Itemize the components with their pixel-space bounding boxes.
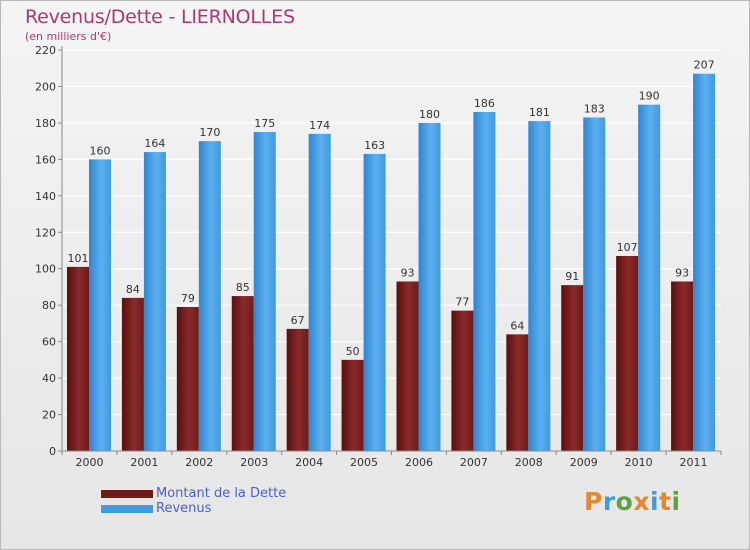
- x-tick-label: 2001: [130, 456, 158, 469]
- logo-letter: i: [650, 487, 660, 516]
- bar-dette: [286, 328, 309, 451]
- data-label-dette: 93: [675, 266, 689, 279]
- data-label-dette: 67: [291, 314, 305, 327]
- data-label-revenus: 207: [694, 59, 715, 72]
- bar-dette: [671, 281, 694, 451]
- bar-dette: [341, 359, 364, 451]
- data-label-revenus: 190: [639, 90, 660, 103]
- data-label-dette: 50: [346, 345, 360, 358]
- x-tick-label: 2011: [680, 456, 708, 469]
- logo-letter: o: [615, 487, 634, 516]
- x-tick-label: 2009: [570, 456, 598, 469]
- data-label-dette: 64: [510, 319, 524, 332]
- data-label-dette: 101: [68, 252, 89, 265]
- bar-revenus: [198, 141, 221, 452]
- data-label-dette: 79: [181, 292, 195, 305]
- data-label-revenus: 160: [90, 144, 111, 157]
- bar-revenus: [473, 111, 496, 452]
- bar-dette: [176, 307, 199, 451]
- data-label-dette: 107: [617, 241, 638, 254]
- y-tick-label: 100: [35, 263, 56, 276]
- data-label-revenus: 164: [144, 137, 165, 150]
- y-tick-label: 180: [35, 117, 56, 130]
- bar-revenus: [528, 121, 551, 451]
- chart-subtitle: (en milliers d'€): [25, 30, 112, 43]
- y-tick-label: 0: [49, 445, 56, 458]
- logo-letter: i: [671, 487, 681, 516]
- bar-revenus: [308, 133, 331, 451]
- data-label-revenus: 174: [309, 119, 330, 132]
- data-label-dette: 91: [565, 270, 579, 283]
- bar-revenus: [89, 159, 111, 451]
- data-label-dette: 77: [455, 296, 469, 309]
- y-tick-label: 140: [35, 190, 56, 203]
- bar-revenus: [143, 152, 166, 451]
- x-tick-label: 2008: [515, 456, 543, 469]
- x-tick-label: 2002: [185, 456, 213, 469]
- chart-title: Revenus/Dette - LIERNOLLES: [25, 6, 295, 28]
- x-tick-label: 2000: [75, 456, 103, 469]
- bar-revenus: [583, 117, 606, 451]
- bar-dette: [396, 281, 419, 451]
- x-tick-label: 2010: [625, 456, 653, 469]
- x-tick-label: 2007: [460, 456, 488, 469]
- y-tick-label: 120: [35, 226, 56, 239]
- data-label-revenus: 170: [199, 126, 220, 139]
- y-tick-label: 220: [35, 44, 56, 57]
- data-label-revenus: 183: [584, 102, 605, 115]
- bar-revenus: [253, 132, 276, 452]
- y-tick-label: 160: [35, 153, 56, 166]
- bar-dette: [616, 255, 639, 451]
- x-tick-label: 2005: [350, 456, 378, 469]
- bar-dette: [67, 266, 89, 451]
- data-label-revenus: 180: [419, 108, 440, 121]
- x-tick-label: 2006: [405, 456, 433, 469]
- y-tick-label: 40: [42, 372, 56, 385]
- bar-dette: [121, 297, 144, 451]
- proxiti-logo: Proxiti: [584, 487, 681, 516]
- data-label-dette: 85: [236, 281, 250, 294]
- y-tick-label: 60: [42, 336, 56, 349]
- y-tick-label: 20: [42, 409, 56, 422]
- data-label-dette: 84: [126, 283, 140, 296]
- bar-dette: [231, 296, 254, 451]
- data-label-revenus: 181: [529, 106, 550, 119]
- bar-revenus: [693, 73, 716, 451]
- bar-dette: [506, 334, 529, 451]
- logo-letter: t: [659, 487, 672, 516]
- x-tick-label: 2003: [240, 456, 268, 469]
- y-tick-label: 200: [35, 80, 56, 93]
- bar-revenus: [363, 153, 386, 452]
- data-label-revenus: 175: [254, 117, 275, 130]
- bar-revenus: [418, 122, 441, 451]
- bar-dette: [451, 310, 474, 451]
- legend-swatch-dette: [101, 490, 153, 498]
- bar-revenus: [638, 104, 661, 451]
- y-tick-label: 80: [42, 299, 56, 312]
- logo-letter: P: [584, 487, 603, 516]
- legend-swatch-revenus: [101, 505, 153, 513]
- data-label-revenus: 186: [474, 97, 495, 110]
- x-tick-label: 2004: [295, 456, 323, 469]
- bar-dette: [561, 285, 584, 451]
- legend-label-revenus: Revenus: [156, 501, 212, 516]
- logo-letter: x: [633, 487, 650, 516]
- data-label-revenus: 163: [364, 139, 385, 152]
- logo-letter: r: [602, 487, 616, 516]
- data-label-dette: 93: [401, 266, 415, 279]
- legend-label-dette: Montant de la Dette: [156, 486, 287, 501]
